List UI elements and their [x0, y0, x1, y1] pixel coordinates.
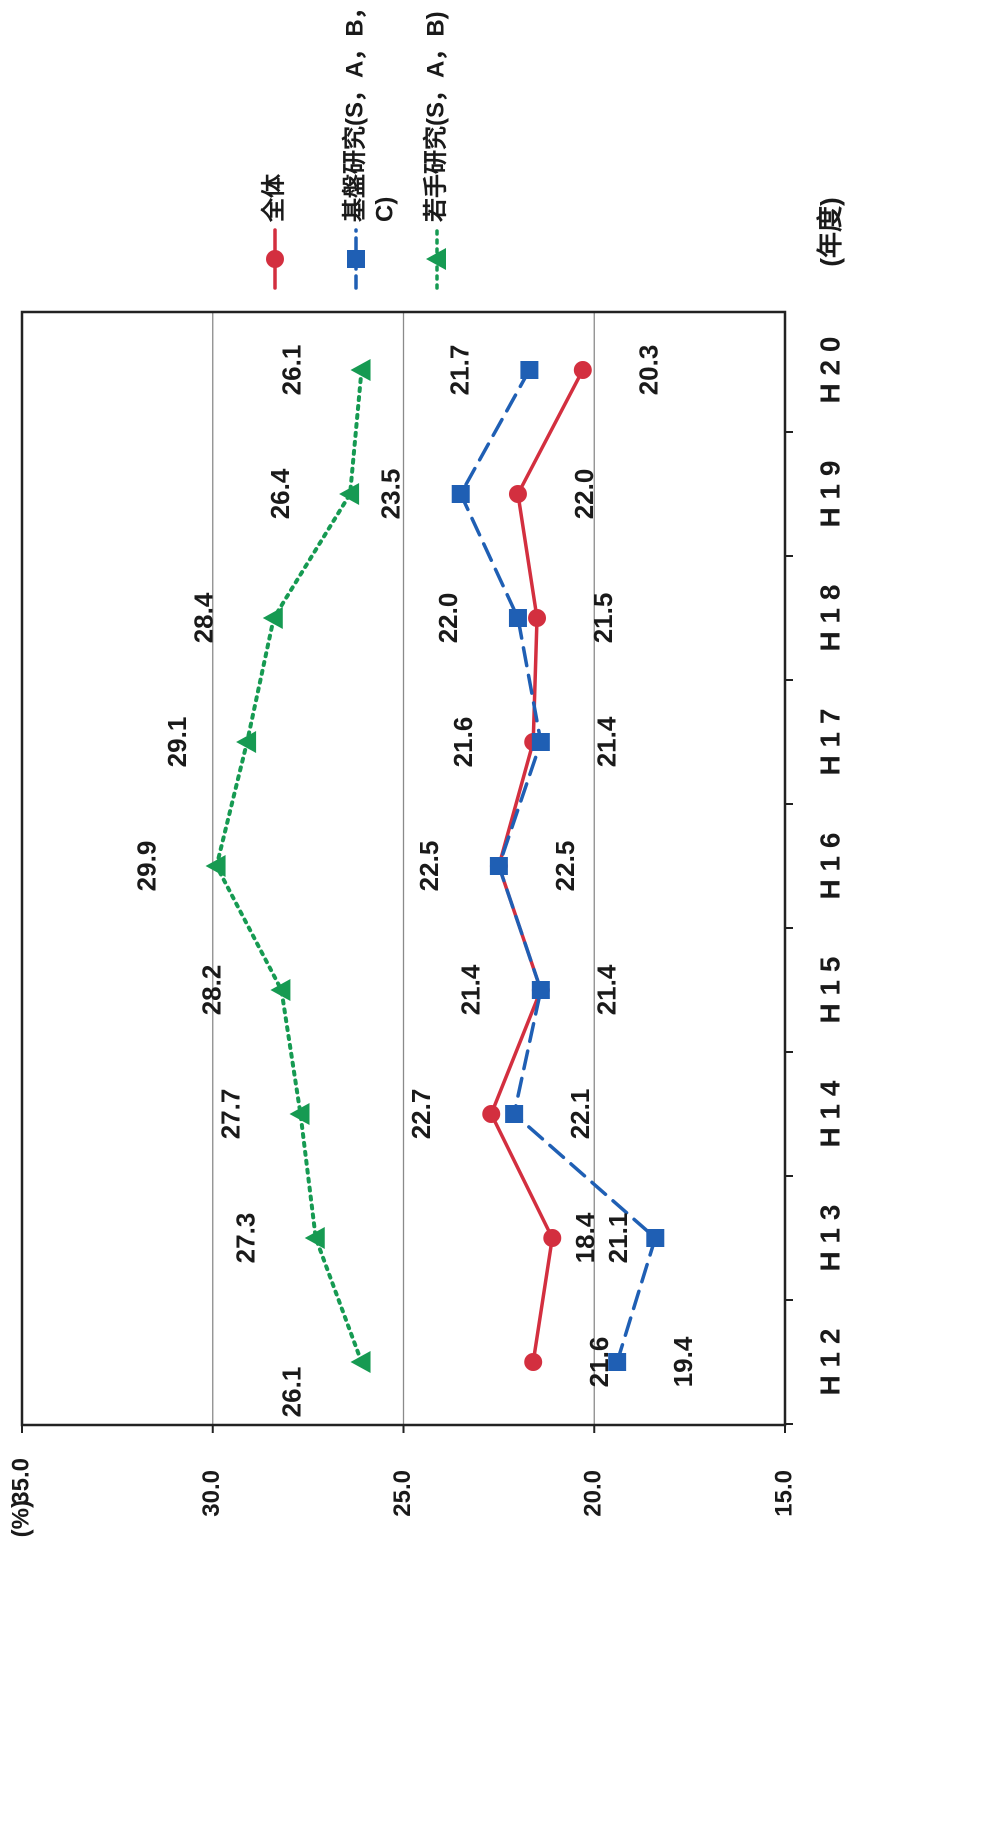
data-label-kiban-H15: 21.4 [456, 964, 486, 1015]
data-label-overall-H14: 22.7 [406, 1089, 436, 1140]
point-wakate-H15 [270, 979, 291, 1001]
data-label-wakate-H18: 28.4 [189, 592, 219, 643]
point-wakate-H18 [262, 607, 283, 629]
data-label-kiban-H19: 23.5 [376, 469, 406, 520]
data-label-kiban-H14: 22.1 [565, 1089, 595, 1140]
category-tick-label: H 1 5 [814, 957, 845, 1024]
data-label-kiban-H16: 22.5 [414, 841, 444, 892]
category-axis-label: (年度) [815, 197, 845, 266]
category-tick-label: H 1 2 [814, 1329, 845, 1396]
legend-label-kiban: 基盤研究(S，A，B， [340, 0, 368, 222]
data-label-wakate-H14: 27.7 [215, 1089, 245, 1140]
point-kiban-H19 [451, 485, 470, 503]
legend-marker-overall [266, 250, 284, 268]
legend: 全体 基盤研究(S，A，B， C) 若手研究(S，A，B) [259, 0, 449, 290]
legend-label-overall: 全体 [259, 173, 287, 223]
point-kiban-H18 [508, 609, 527, 627]
point-wakate-H19 [339, 483, 360, 505]
point-wakate-H16 [205, 855, 226, 877]
data-label-overall-H15: 21.4 [592, 964, 622, 1015]
data-label-wakate-H17: 29.1 [162, 717, 192, 768]
value-axis-label: (%) [7, 1500, 34, 1537]
point-kiban-H20 [520, 361, 539, 379]
point-wakate-H12 [350, 1351, 371, 1373]
point-kiban-H17 [531, 733, 550, 751]
data-label-wakate-H13: 27.3 [231, 1213, 261, 1264]
category-tick-label: H 2 0 [814, 337, 845, 404]
point-kiban-H12 [608, 1353, 627, 1371]
point-kiban-H15 [531, 981, 550, 999]
data-label-kiban-H13: 18.4 [570, 1212, 600, 1263]
data-label-kiban-H12: 19.4 [668, 1336, 698, 1387]
data-label-overall-H19: 22.0 [569, 469, 599, 520]
point-overall-H18 [528, 609, 547, 627]
data-label-kiban-H17: 21.4 [592, 716, 622, 767]
point-wakate-H17 [236, 731, 257, 753]
data-labels: 21.6 21.1 22.7 21.4 22.5 21.6 21.5 22.0 20.3 19.4… [131, 345, 698, 1418]
point-kiban-H14 [505, 1105, 524, 1123]
value-tick-label: 35.0 [7, 1458, 34, 1505]
point-kiban-H13 [646, 1229, 665, 1247]
value-tick-label: 15.0 [770, 1470, 797, 1517]
data-label-overall-H12: 21.6 [584, 1337, 614, 1388]
data-label-wakate-H15: 28.2 [196, 965, 226, 1016]
category-tick-label: H 1 8 [814, 585, 845, 652]
legend-marker-kiban [347, 250, 365, 268]
data-label-overall-H13: 21.1 [603, 1213, 633, 1264]
category-tick-label: H 1 4 [814, 1080, 845, 1147]
data-label-kiban-H20: 21.7 [444, 345, 474, 396]
value-tick-label: 20.0 [580, 1470, 607, 1517]
value-tick-label: 25.0 [389, 1470, 416, 1517]
point-overall-H20 [573, 361, 592, 379]
point-wakate-H14 [289, 1103, 310, 1125]
data-label-overall-H17: 21.6 [448, 717, 478, 768]
category-tick-label: H 1 7 [814, 709, 845, 776]
point-overall-H14 [482, 1105, 501, 1123]
data-label-kiban-H18: 22.0 [433, 593, 463, 644]
axes: 15.0 20.0 25.0 30.0 35.0(%) H 1 2 H 1 3 H 1 4 H … [7, 197, 845, 1537]
data-label-wakate-H19: 26.4 [265, 468, 295, 519]
point-kiban-H16 [489, 857, 508, 875]
value-tick-label: 30.0 [198, 1470, 225, 1517]
category-tick-label: H 1 6 [814, 833, 845, 900]
point-overall-H13 [543, 1229, 562, 1247]
point-wakate-H20 [350, 359, 371, 381]
data-label-overall-H18: 21.5 [588, 593, 618, 644]
legend-marker-wakate [426, 248, 446, 270]
point-wakate-H13 [304, 1227, 325, 1249]
data-label-wakate-H16: 29.9 [131, 841, 161, 892]
data-label-overall-H20: 20.3 [634, 345, 664, 396]
category-tick-label: H 1 3 [814, 1205, 845, 1272]
series [205, 359, 665, 1373]
category-tick-label: H 1 9 [814, 461, 845, 528]
point-overall-H12 [524, 1353, 543, 1371]
data-label-overall-H16: 22.5 [550, 841, 580, 892]
legend-label-wakate: 若手研究(S，A，B) [421, 11, 449, 223]
data-label-wakate-H12: 26.1 [276, 1367, 306, 1418]
data-label-wakate-H20: 26.1 [276, 345, 306, 396]
legend-label-kiban: C) [371, 197, 398, 222]
point-overall-H19 [508, 485, 527, 503]
